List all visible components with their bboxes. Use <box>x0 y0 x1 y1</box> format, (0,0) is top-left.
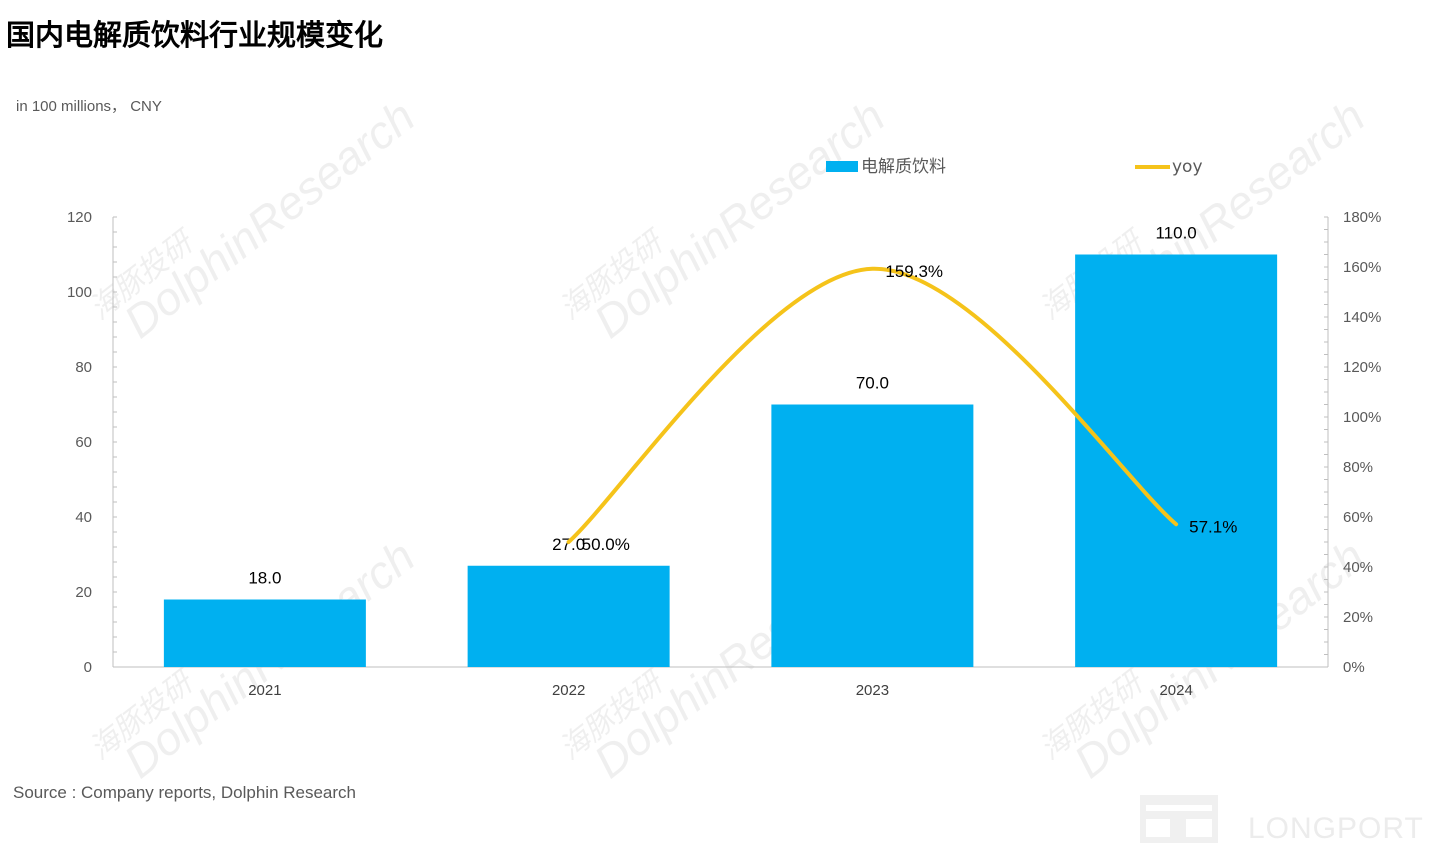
y-right-tick-label: 40% <box>1343 559 1373 576</box>
longport-logo-icon <box>1140 795 1218 843</box>
y-right-tick-label: 80% <box>1343 459 1373 476</box>
x-tick-label: 2023 <box>856 682 889 699</box>
bar <box>771 404 974 667</box>
y-right-tick-label: 0% <box>1343 659 1365 676</box>
yoy-value-label: 57.1% <box>1189 517 1237 536</box>
watermark-en: DolphinResearch <box>584 90 894 348</box>
y-right-tick-label: 100% <box>1343 409 1381 426</box>
x-tick-label: 2021 <box>248 682 281 699</box>
source-note: Source : Company reports, Dolphin Resear… <box>13 783 356 802</box>
y-left-tick-label: 20 <box>75 584 92 601</box>
bar-value-label: 18.0 <box>248 569 281 588</box>
bar <box>467 565 670 667</box>
unit-label: in 100 millions， CNY <box>16 98 162 115</box>
bar <box>1075 254 1278 667</box>
logo-text: LONGPORT <box>1248 812 1424 845</box>
chart-title: 国内电解质饮料行业规模变化 <box>6 18 384 52</box>
y-left-tick-label: 100 <box>67 284 92 301</box>
y-right-tick-label: 60% <box>1343 509 1373 526</box>
yoy-value-label: 159.3% <box>885 262 943 281</box>
y-right-tick-label: 160% <box>1343 259 1381 276</box>
x-tick-label: 2022 <box>552 682 585 699</box>
x-tick-label: 2024 <box>1159 682 1192 699</box>
legend-line-label: yoy <box>1172 157 1203 177</box>
y-left-tick-label: 60 <box>75 434 92 451</box>
y-right-tick-label: 20% <box>1343 609 1373 626</box>
watermark-en: DolphinResearch <box>114 90 424 348</box>
bar-value-label: 110.0 <box>1155 224 1196 243</box>
y-left-tick-label: 80 <box>75 359 92 376</box>
legend-bar-swatch <box>826 161 858 172</box>
y-right-tick-label: 140% <box>1343 309 1381 326</box>
y-right-tick-label: 180% <box>1343 209 1381 226</box>
legend-bar-label: 电解质饮料 <box>861 157 946 177</box>
bar-value-label: 27.0 <box>552 535 585 554</box>
y-left-tick-label: 120 <box>67 209 92 226</box>
y-left-tick-label: 40 <box>75 509 92 526</box>
yoy-line <box>566 266 1179 544</box>
y-left-tick-label: 0 <box>84 659 92 676</box>
bar <box>163 599 366 667</box>
y-right-tick-label: 120% <box>1343 359 1381 376</box>
bar-value-label: 70.0 <box>856 374 889 393</box>
yoy-value-label: 50.0% <box>582 535 630 554</box>
